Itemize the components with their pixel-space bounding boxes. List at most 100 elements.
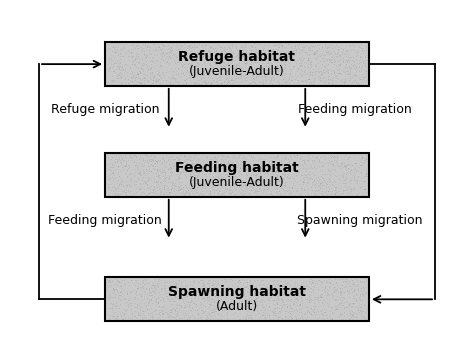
Point: [194, 315, 202, 321]
Point: [323, 315, 331, 321]
Point: [164, 296, 172, 302]
Point: [167, 295, 174, 301]
Point: [265, 303, 273, 309]
Point: [312, 181, 319, 187]
Point: [257, 47, 264, 52]
Point: [229, 49, 237, 54]
Point: [331, 50, 339, 56]
Point: [107, 278, 114, 284]
Point: [239, 315, 246, 321]
Point: [187, 188, 195, 193]
Point: [287, 78, 295, 83]
Point: [254, 51, 262, 56]
Point: [328, 304, 335, 310]
Point: [149, 280, 157, 286]
Point: [186, 158, 193, 163]
Point: [279, 172, 286, 177]
Point: [347, 314, 355, 320]
Point: [330, 48, 338, 54]
Point: [310, 50, 318, 55]
Point: [175, 153, 182, 159]
Point: [237, 279, 244, 284]
Point: [146, 63, 153, 69]
Point: [306, 62, 314, 67]
Point: [216, 177, 224, 183]
Point: [241, 43, 249, 49]
Point: [259, 78, 267, 84]
Point: [310, 79, 318, 84]
Point: [114, 170, 121, 175]
Point: [332, 306, 339, 312]
Point: [200, 72, 207, 78]
Point: [181, 77, 188, 83]
Point: [155, 172, 162, 178]
Point: [147, 292, 155, 298]
Point: [350, 281, 357, 287]
Point: [212, 50, 220, 56]
Point: [158, 307, 166, 313]
Point: [153, 52, 160, 58]
Point: [261, 56, 269, 61]
Point: [328, 161, 336, 167]
Point: [235, 307, 242, 312]
Point: [346, 75, 354, 81]
Point: [362, 186, 369, 192]
Point: [118, 297, 125, 302]
Point: [236, 185, 244, 190]
Point: [314, 287, 322, 293]
Point: [349, 59, 356, 64]
Point: [110, 46, 118, 51]
Point: [273, 73, 281, 79]
Point: [295, 169, 303, 175]
Point: [350, 293, 357, 299]
Point: [335, 312, 343, 318]
Point: [340, 69, 347, 75]
Point: [142, 179, 150, 185]
Point: [220, 61, 228, 66]
Point: [359, 178, 367, 184]
Point: [313, 48, 320, 54]
Point: [228, 49, 236, 54]
Point: [283, 166, 290, 171]
Point: [182, 312, 190, 318]
Point: [346, 77, 353, 83]
Point: [334, 49, 341, 55]
Point: [208, 64, 215, 69]
Point: [272, 55, 280, 60]
Point: [186, 174, 193, 179]
Point: [305, 76, 312, 82]
Point: [109, 169, 117, 174]
Point: [330, 56, 338, 62]
Point: [219, 184, 226, 190]
Point: [178, 295, 186, 301]
Point: [264, 164, 272, 170]
Point: [341, 300, 348, 305]
Point: [253, 278, 260, 283]
Point: [127, 74, 135, 80]
Point: [228, 288, 236, 293]
Point: [182, 188, 189, 194]
Point: [282, 58, 289, 63]
Point: [266, 294, 273, 300]
Point: [138, 66, 146, 72]
Point: [272, 155, 279, 161]
Point: [116, 50, 124, 56]
Point: [191, 43, 199, 49]
Point: [210, 49, 217, 55]
Point: [282, 78, 290, 84]
Point: [167, 45, 175, 50]
Point: [259, 70, 266, 76]
Point: [328, 71, 335, 76]
Point: [336, 190, 344, 196]
Point: [270, 282, 278, 287]
Point: [158, 63, 166, 69]
Point: [354, 68, 362, 73]
Point: [299, 158, 307, 163]
Point: [109, 300, 117, 306]
Point: [224, 173, 231, 178]
Point: [197, 308, 205, 313]
Point: [180, 184, 187, 190]
Point: [109, 184, 116, 190]
Point: [300, 43, 307, 48]
Point: [142, 314, 150, 320]
